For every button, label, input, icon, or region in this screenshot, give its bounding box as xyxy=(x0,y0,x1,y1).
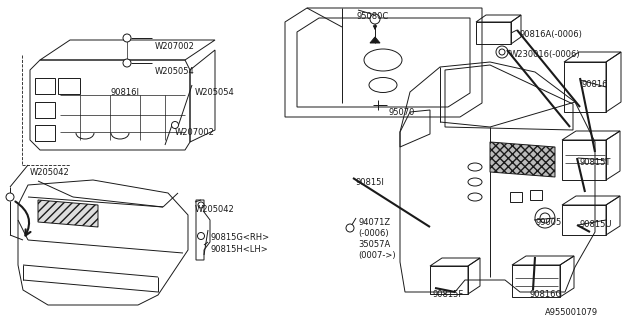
Text: A955001079: A955001079 xyxy=(545,308,598,317)
Text: (-0006): (-0006) xyxy=(358,229,388,238)
Text: 90815T: 90815T xyxy=(580,158,611,167)
Polygon shape xyxy=(490,142,555,177)
Polygon shape xyxy=(370,37,380,43)
Circle shape xyxy=(172,122,179,129)
Text: W207002: W207002 xyxy=(155,42,195,51)
Text: 95070: 95070 xyxy=(388,108,414,117)
Text: 90816A(-0006): 90816A(-0006) xyxy=(520,30,583,39)
Text: 90815G<RH>: 90815G<RH> xyxy=(210,233,269,242)
Circle shape xyxy=(370,14,380,24)
Text: W207002: W207002 xyxy=(175,128,215,137)
Text: 90815I: 90815I xyxy=(355,178,384,187)
Text: 90815U: 90815U xyxy=(580,220,612,229)
Text: W205054: W205054 xyxy=(155,67,195,76)
Text: 99005: 99005 xyxy=(536,218,563,227)
Text: W230016(-0006): W230016(-0006) xyxy=(510,50,580,59)
Circle shape xyxy=(198,233,205,239)
Text: 94071Z: 94071Z xyxy=(358,218,390,227)
Text: 95080C: 95080C xyxy=(356,12,388,21)
Text: 90815F: 90815F xyxy=(432,290,463,299)
Circle shape xyxy=(123,59,131,67)
Text: 90816: 90816 xyxy=(582,80,609,89)
Text: (0007->): (0007->) xyxy=(358,251,396,260)
Text: 90816G: 90816G xyxy=(530,290,563,299)
Circle shape xyxy=(6,193,14,201)
Text: W205042: W205042 xyxy=(30,168,70,177)
Polygon shape xyxy=(38,200,98,227)
Text: 90815H<LH>: 90815H<LH> xyxy=(210,245,268,254)
Circle shape xyxy=(198,202,204,208)
Text: W205042: W205042 xyxy=(195,205,235,214)
Text: 35057A: 35057A xyxy=(358,240,390,249)
Circle shape xyxy=(346,224,354,232)
Text: 90816I: 90816I xyxy=(110,88,139,97)
Circle shape xyxy=(123,34,131,42)
Text: W205054: W205054 xyxy=(195,88,235,97)
